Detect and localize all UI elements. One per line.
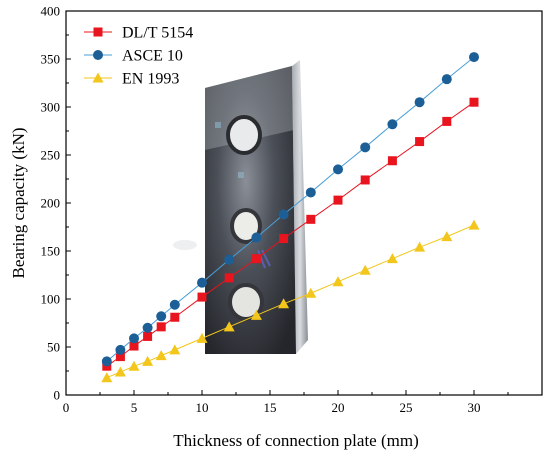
x-axis-label: Thickness of connection plate (mm) xyxy=(173,431,418,450)
y-tick-label: 0 xyxy=(54,388,61,403)
y-tick-label: 250 xyxy=(41,148,61,163)
data-point xyxy=(251,232,262,243)
data-point xyxy=(156,322,166,332)
data-point xyxy=(114,366,126,377)
connection-plate-photo xyxy=(173,60,308,354)
x-tick-label: 30 xyxy=(468,400,481,415)
data-point xyxy=(196,332,208,343)
data-point xyxy=(333,164,343,175)
data-point xyxy=(305,187,316,198)
data-point xyxy=(142,322,153,333)
data-point xyxy=(250,309,262,320)
y-tick-label: 50 xyxy=(47,340,60,355)
data-point xyxy=(468,219,480,230)
data-point xyxy=(279,234,289,244)
data-point xyxy=(155,350,167,361)
data-point xyxy=(101,372,113,383)
data-point xyxy=(414,97,425,108)
data-point xyxy=(469,52,479,63)
data-point xyxy=(197,277,207,288)
x-tick-label: 25 xyxy=(400,400,413,415)
data-point xyxy=(306,214,316,224)
data-point xyxy=(129,341,139,351)
data-point xyxy=(469,97,479,107)
data-point xyxy=(278,209,289,220)
data-point xyxy=(101,356,112,367)
y-tick-label: 400 xyxy=(41,4,61,19)
data-point xyxy=(387,156,397,166)
data-point xyxy=(197,292,207,302)
data-point xyxy=(386,253,398,264)
y-tick-label: 350 xyxy=(41,52,61,67)
data-point xyxy=(224,273,234,283)
y-axis-label: Bearing capacity (kN) xyxy=(9,127,28,278)
series-1 xyxy=(101,52,479,367)
axes: 0 5 10 15 20 25 30050100150200250300350400Thic… xyxy=(9,4,543,450)
data-point xyxy=(359,264,371,275)
y-tick-label: 300 xyxy=(41,100,61,115)
x-tick-label: 5 xyxy=(131,400,138,415)
x-tick-label: 20 xyxy=(332,400,345,415)
series-layer xyxy=(101,52,480,383)
y-tick-label: 100 xyxy=(41,292,61,307)
y-tick-label: 150 xyxy=(41,244,61,259)
legend-marker xyxy=(92,72,104,83)
legend-label: EN 1993 xyxy=(122,71,179,88)
data-point xyxy=(143,331,153,341)
x-tick-label: 15 xyxy=(264,400,277,415)
data-point xyxy=(332,276,344,287)
legend-marker xyxy=(93,27,103,37)
legend-label: DL/T 5154 xyxy=(122,25,193,42)
data-point xyxy=(251,254,261,264)
data-point xyxy=(414,241,426,252)
data-point xyxy=(415,137,425,147)
legend-label: ASCE 10 xyxy=(122,48,183,65)
data-point xyxy=(360,175,370,185)
y-tick-label: 200 xyxy=(41,196,61,211)
data-point xyxy=(360,142,371,153)
data-point xyxy=(115,344,126,355)
data-point xyxy=(224,254,235,265)
data-point xyxy=(442,116,452,126)
data-point xyxy=(156,311,167,322)
data-point xyxy=(128,360,140,371)
data-point xyxy=(170,312,180,322)
data-point xyxy=(278,298,290,309)
series-0 xyxy=(102,97,479,371)
x-tick-label: 10 xyxy=(196,400,209,415)
legend: DL/T 5154 ASCE 10 EN 1993 xyxy=(84,25,193,88)
data-point xyxy=(333,195,343,205)
data-point xyxy=(305,287,317,298)
legend-marker xyxy=(93,50,103,60)
series-2 xyxy=(101,219,480,383)
data-point xyxy=(142,355,154,366)
data-point xyxy=(169,299,180,310)
data-point xyxy=(169,344,181,355)
data-point xyxy=(441,74,452,85)
data-point xyxy=(223,321,235,332)
data-point xyxy=(387,119,398,130)
data-point xyxy=(441,231,453,242)
data-point xyxy=(115,352,125,362)
data-point xyxy=(129,333,139,344)
x-tick-label: 0 xyxy=(63,400,70,415)
